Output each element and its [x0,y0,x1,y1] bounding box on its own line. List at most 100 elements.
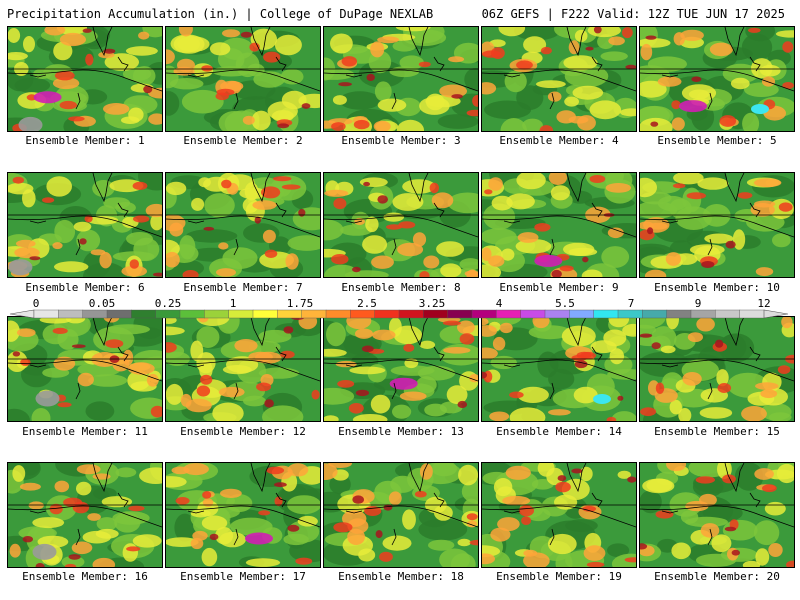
colorbar-swatch [447,309,473,319]
member-caption: Ensemble Member: 8 [341,281,461,294]
ensemble-map-9 [481,172,637,278]
colorbar-swatch [82,309,108,319]
member-caption: Ensemble Member: 7 [183,281,303,294]
colorbar-tick-label: 12 [757,297,771,310]
colorbar-swatch [301,309,327,319]
colorbar-swatch [179,309,205,319]
colorbar-tick-label: 3.25 [418,297,446,310]
precip-field [166,463,320,567]
ensemble-map-7 [165,172,321,278]
colorbar-swatch [520,309,546,319]
ensemble-map-11 [7,316,163,422]
colorbar-tick-label: 1 [229,297,237,310]
colorbar-swatch [350,309,376,319]
run-info: 06Z GEFS | F222 Valid: 12Z TUE JUN 17 20… [481,7,785,21]
colorbar-swatch [325,309,351,319]
colorbar-tick-label: 0.05 [88,297,116,310]
colorbar-swatch [690,309,716,319]
colorbar-swatch [715,309,741,319]
precip-field [640,317,794,421]
colorbar-tick-label: 7 [627,297,635,310]
ensemble-map-20 [639,462,795,568]
precip-field [324,27,478,131]
colorbar-swatch [155,309,181,319]
colorbar-tick-label: 4 [495,297,503,310]
colorbar-swatch [204,309,230,319]
member-caption: Ensemble Member: 3 [341,134,461,147]
ensemble-map-2 [165,26,321,132]
colorbar [9,309,789,319]
member-caption: Ensemble Member: 20 [654,570,780,583]
precip-field [8,317,162,421]
colorbar-tick-label: 5.5 [555,297,575,310]
precip-field [640,463,794,567]
member-caption: Ensemble Member: 15 [654,425,780,438]
ensemble-map-14 [481,316,637,422]
member-caption: Ensemble Member: 1 [25,134,145,147]
ensemble-map-8 [323,172,479,278]
colorbar-swatch [228,309,254,319]
precip-field [8,173,162,277]
precip-field [482,173,636,277]
ensemble-map-13 [323,316,479,422]
member-caption: Ensemble Member: 5 [657,134,777,147]
precip-field [640,27,794,131]
chart-title: Precipitation Accumulation (in.) | Colle… [7,7,434,21]
colorbar-swatch [471,309,497,319]
colorbar-swatch [252,309,278,319]
precip-field [166,173,320,277]
colorbar-swatch [544,309,570,319]
precip-field [166,317,320,421]
member-caption: Ensemble Member: 16 [22,570,148,583]
colorbar-swatch [374,309,400,319]
precip-field [640,173,794,277]
precip-field [482,317,636,421]
precip-field [166,27,320,131]
colorbar-right-arrow [763,309,789,319]
precip-field [324,463,478,567]
precip-field [324,173,478,277]
colorbar-swatch [106,309,132,319]
ensemble-map-19 [481,462,637,568]
precip-field [482,463,636,567]
ensemble-map-3 [323,26,479,132]
colorbar-swatch [642,309,668,319]
ensemble-map-4 [481,26,637,132]
colorbar-swatch [398,309,424,319]
member-caption: Ensemble Member: 13 [338,425,464,438]
member-caption: Ensemble Member: 9 [499,281,619,294]
ensemble-map-5 [639,26,795,132]
ensemble-map-15 [639,316,795,422]
ensemble-map-18 [323,462,479,568]
ensemble-map-12 [165,316,321,422]
precip-field [324,317,478,421]
colorbar-tick-label: 0 [32,297,40,310]
precip-field [8,463,162,567]
colorbar-tick-label: 0.25 [154,297,182,310]
ensemble-map-16 [7,462,163,568]
colorbar-tick-label: 2.5 [357,297,377,310]
member-caption: Ensemble Member: 6 [25,281,145,294]
colorbar-left-arrow [9,309,35,319]
colorbar-swatch [277,309,303,319]
colorbar-swatch [666,309,692,319]
colorbar-swatch [617,309,643,319]
member-caption: Ensemble Member: 4 [499,134,619,147]
ensemble-map-10 [639,172,795,278]
member-caption: Ensemble Member: 10 [654,281,780,294]
precip-field [8,27,162,131]
member-caption: Ensemble Member: 11 [22,425,148,438]
colorbar-swatch [423,309,449,319]
member-caption: Ensemble Member: 14 [496,425,622,438]
colorbar-swatch [33,309,59,319]
member-caption: Ensemble Member: 2 [183,134,303,147]
colorbar-swatch [569,309,595,319]
colorbar-swatch [739,309,765,319]
colorbar-tick-label: 1.75 [286,297,314,310]
colorbar-tick-label: 9 [694,297,702,310]
colorbar-swatch [496,309,522,319]
colorbar-swatch [58,309,84,319]
member-caption: Ensemble Member: 18 [338,570,464,583]
member-caption: Ensemble Member: 17 [180,570,306,583]
ensemble-map-6 [7,172,163,278]
